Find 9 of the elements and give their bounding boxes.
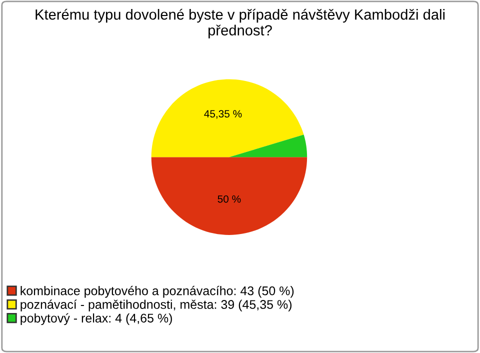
pie-slice [229,134,308,158]
pie-slice [151,157,308,235]
legend-label: pobytový - relax: 4 (4,65 %) [20,313,172,326]
legend-label: kombinace pobytového a poznávacího: 43 (50 %) [20,286,294,298]
legend-label: poznávací - pamětihodnosti, města: 39 (45,35 %) [20,300,292,312]
chart-title: Kterému typu dovolené byste v případě návštěvy Kambodži dali přednost? [36,8,445,38]
data-label: 45,35 % [204,110,242,119]
data-label: 50 % [218,195,241,203]
pie-slice [151,79,304,158]
